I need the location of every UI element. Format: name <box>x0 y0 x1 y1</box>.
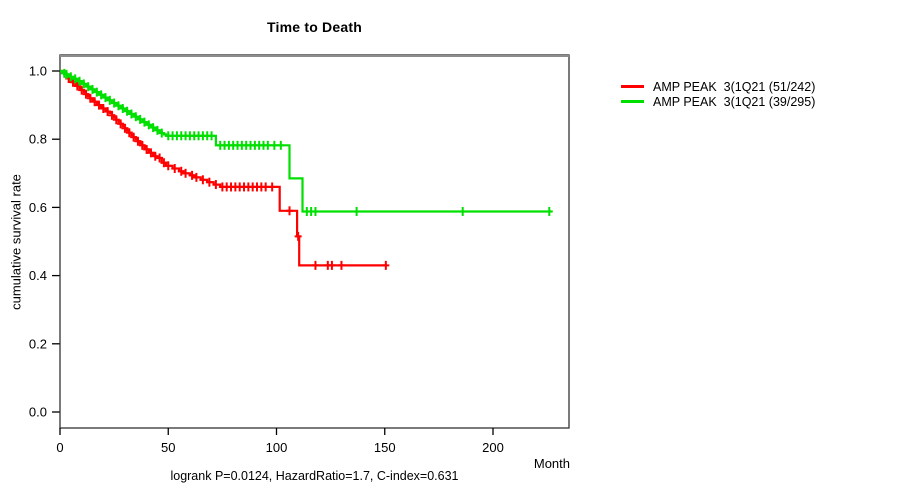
legend-label-green: AMP PEAK 3(1Q21 (39/295) <box>653 94 816 109</box>
svg-text:1.0: 1.0 <box>29 64 47 79</box>
legend-label-red: AMP PEAK 3(1Q21 (51/242) <box>653 79 816 94</box>
svg-text:0.0: 0.0 <box>29 405 47 420</box>
plot-box <box>59 54 570 429</box>
km-series-1 <box>60 68 553 216</box>
legend-line-swatch-red <box>621 85 644 88</box>
svg-text:0.8: 0.8 <box>29 132 47 147</box>
svg-text:150: 150 <box>374 440 396 455</box>
svg-text:0.4: 0.4 <box>29 268 47 283</box>
x-axis-label: Month <box>533 456 570 471</box>
x-axis-ticks: 0 50 100 150 200 <box>56 428 504 455</box>
svg-text:200: 200 <box>482 440 504 455</box>
legend: AMP PEAK 3(1Q21 (51/242) AMP PEAK 3(1Q21… <box>621 79 815 109</box>
chart-title: Time to Death <box>267 19 362 35</box>
svg-text:50: 50 <box>161 440 175 455</box>
svg-text:0.6: 0.6 <box>29 200 47 215</box>
censor-marks-0 <box>65 74 390 270</box>
censor-marks-1 <box>60 68 553 216</box>
km-series-0 <box>60 69 390 270</box>
legend-line-swatch-green <box>621 100 644 103</box>
svg-text:100: 100 <box>266 440 288 455</box>
stats-footnote: logrank P=0.0124, HazardRatio=1.7, C-ind… <box>170 469 459 483</box>
legend-item-green: AMP PEAK 3(1Q21 (39/295) <box>621 94 815 109</box>
svg-text:0.2: 0.2 <box>29 336 47 351</box>
y-axis-ticks: 0.0 0.2 0.4 0.6 0.8 1.0 <box>29 64 60 420</box>
svg-text:0: 0 <box>56 440 63 455</box>
y-axis-label: cumulative survival rate <box>8 174 24 310</box>
legend-item-red: AMP PEAK 3(1Q21 (51/242) <box>621 79 815 94</box>
